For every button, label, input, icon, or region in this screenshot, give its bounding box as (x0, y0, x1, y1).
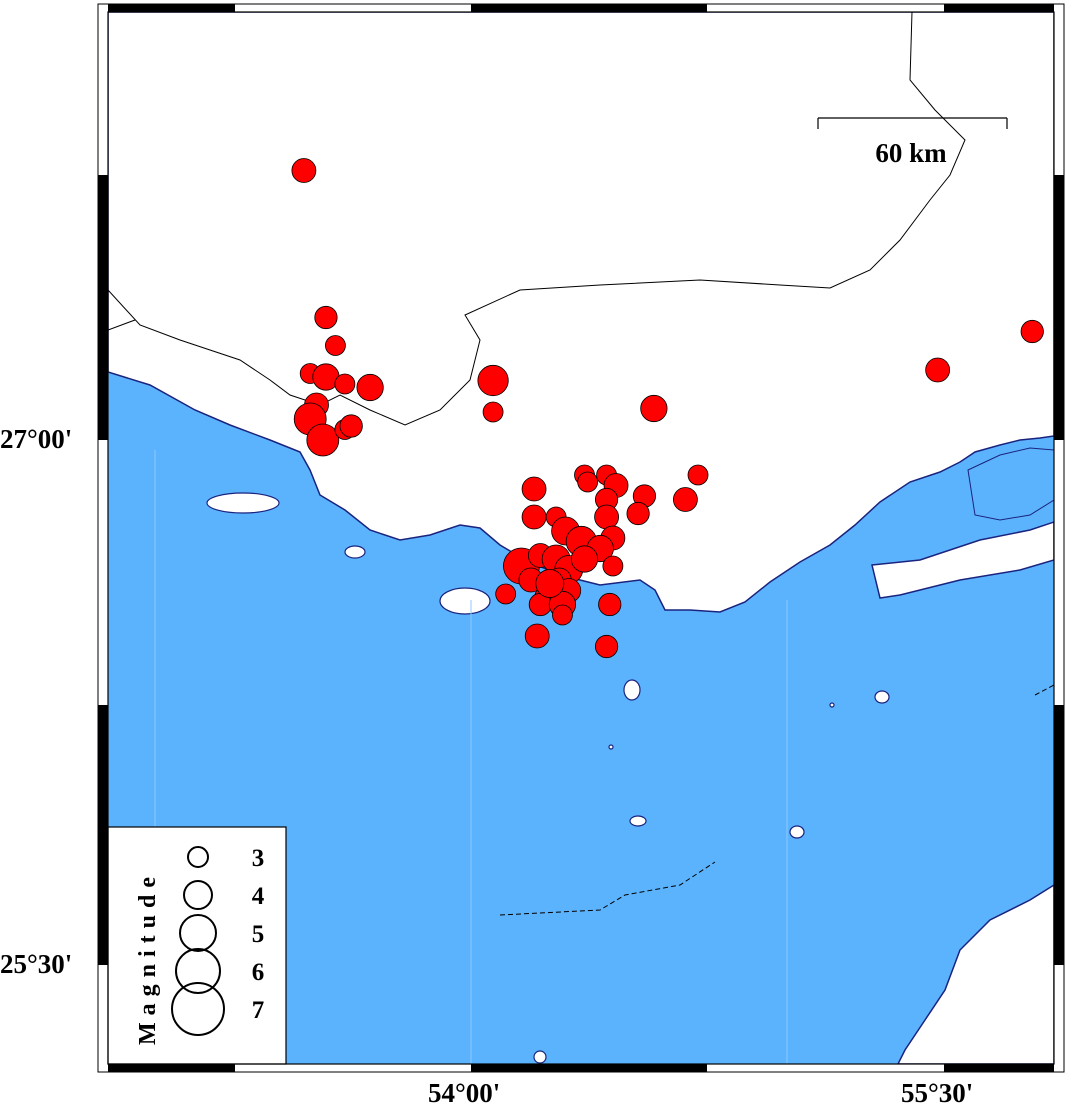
earthquake-event (594, 634, 619, 659)
scale-bar-label: 60 km (875, 138, 947, 168)
earthquake-event (482, 401, 504, 423)
x-axis-label-54-00: 54°00' (428, 1078, 501, 1108)
maritime-boundary-east (1034, 684, 1054, 696)
legend-symbol (187, 846, 209, 868)
legend-label: 5 (252, 921, 265, 948)
earthquake-event (594, 504, 619, 530)
earthquake-events (291, 158, 1044, 659)
earthquake-event (334, 373, 356, 395)
oman-land (897, 884, 1054, 1064)
scale-bar (817, 117, 1008, 129)
legend-label: 7 (252, 997, 265, 1024)
earthquake-event (687, 464, 709, 486)
earthquake-event (325, 335, 346, 356)
y-axis-label-27-00: 27°00' (0, 424, 73, 454)
legend: Magnitude 3 4 5 6 7 (107, 826, 287, 1065)
earthquake-event (477, 364, 509, 397)
earthquake-event (339, 414, 363, 438)
earthquake-event (314, 305, 338, 330)
earthquake-event (552, 604, 573, 626)
province-border (108, 319, 136, 331)
earthquake-event (570, 545, 599, 573)
earthquake-event (306, 423, 340, 457)
earthquake-event (535, 569, 565, 598)
earthquake-event (1020, 319, 1044, 344)
island-qeshm (871, 521, 1054, 599)
islands (206, 492, 890, 1064)
legend-symbol (179, 914, 217, 952)
x-axis-label-55-30: 55°30' (901, 1078, 974, 1108)
political-border (108, 12, 966, 426)
lagoon (967, 447, 1054, 521)
earthquake-event (356, 373, 384, 402)
earthquake-event (598, 592, 622, 617)
earthquake-event (524, 623, 550, 649)
earthquake-event (925, 357, 951, 383)
legend-label: 3 (252, 845, 265, 872)
earthquake-event (521, 476, 547, 502)
legend-symbol (183, 880, 213, 910)
earthquake-event (577, 471, 599, 493)
map-frame (97, 3, 1065, 1073)
earthquake-event (640, 394, 668, 423)
legend-label: 4 (252, 883, 265, 910)
legend-label: 6 (252, 959, 265, 986)
legend-symbol (171, 982, 225, 1036)
earthquake-event (673, 487, 698, 512)
maritime-boundary (499, 861, 716, 916)
earthquake-event (291, 158, 317, 183)
earthquake-event (602, 555, 624, 577)
earthquake-event (521, 504, 547, 530)
earthquake-event (495, 583, 517, 605)
mainland-land (108, 12, 1054, 613)
legend-symbol (175, 948, 221, 994)
y-axis-label-25-30: 25°30' (0, 949, 73, 979)
earthquake-event (626, 501, 650, 526)
legend-title: Magnitude (135, 870, 161, 1045)
